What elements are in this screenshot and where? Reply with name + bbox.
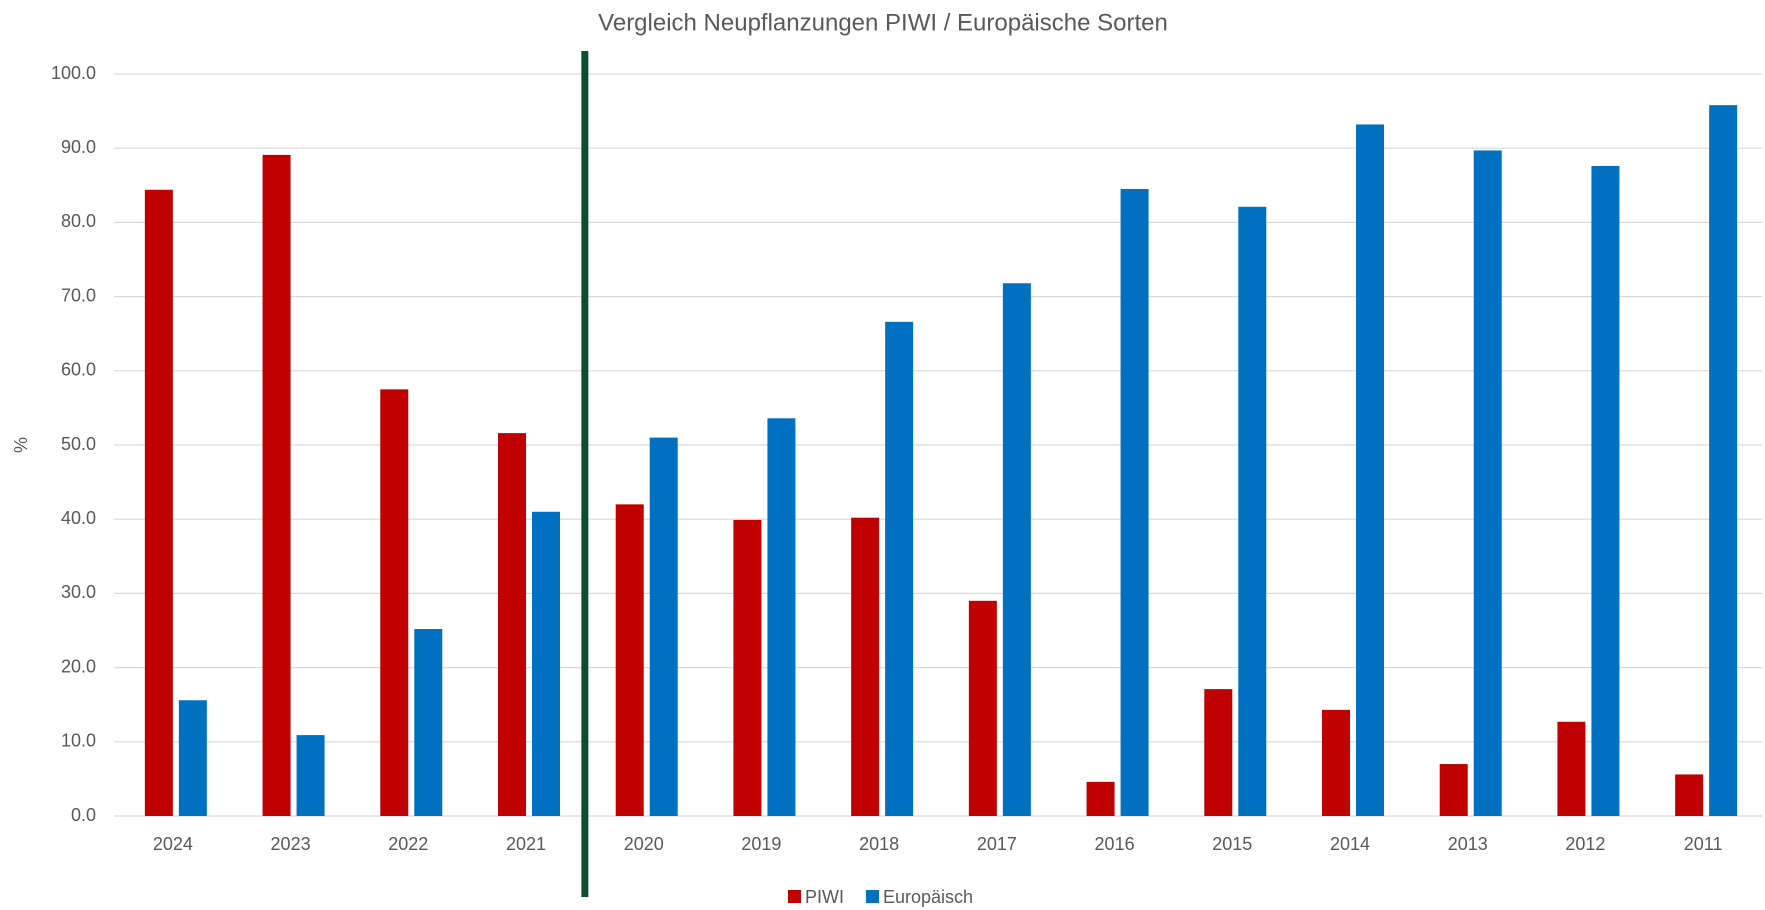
bar [532, 511, 560, 816]
bar [968, 600, 997, 816]
y-tick-label: 70.0 [61, 285, 96, 305]
y-tick-label: 10.0 [61, 731, 96, 751]
bar [380, 389, 409, 816]
y-tick-label: 100.0 [51, 63, 96, 83]
x-tick-label: 2017 [977, 834, 1017, 854]
x-tick-label: 2024 [153, 834, 193, 854]
x-tick-label: 2013 [1448, 834, 1488, 854]
y-tick-label: 90.0 [61, 137, 96, 157]
bar [733, 519, 762, 816]
bar [144, 189, 173, 816]
x-tick-label: 2020 [624, 834, 664, 854]
y-tick-label: 80.0 [61, 211, 96, 231]
bar [885, 321, 914, 816]
bar [414, 629, 443, 816]
bar [1238, 206, 1267, 816]
bar [178, 700, 207, 816]
y-tick-label: 30.0 [61, 582, 96, 602]
x-tick-label: 2012 [1565, 834, 1605, 854]
bar [1709, 105, 1738, 816]
x-tick-label: 2011 [1684, 834, 1723, 854]
legend-label: PIWI [805, 887, 844, 907]
x-tick-label: 2021 [506, 834, 546, 854]
bar [296, 735, 325, 816]
bar [498, 433, 526, 816]
bar [1591, 166, 1620, 816]
bar [1120, 189, 1149, 816]
y-tick-label: 50.0 [61, 434, 96, 454]
x-tick-label: 2019 [741, 834, 781, 854]
y-axis-label: % [11, 437, 31, 453]
y-tick-label: 0.0 [71, 805, 96, 825]
x-tick-label: 2022 [388, 834, 428, 854]
chart-title: Vergleich Neupflanzungen PIWI / Europäis… [598, 9, 1168, 36]
legend-label: Europäisch [883, 887, 973, 907]
bar [851, 517, 880, 816]
bar [1439, 764, 1468, 816]
legend-swatch [788, 890, 801, 903]
bar [1473, 150, 1502, 816]
bar [1557, 721, 1586, 816]
bar [1356, 124, 1384, 817]
bar [1322, 709, 1350, 816]
x-tick-label: 2014 [1330, 834, 1370, 854]
bar [1675, 774, 1704, 816]
x-tick-label: 2016 [1095, 834, 1135, 854]
y-tick-label: 20.0 [61, 656, 96, 676]
bar [615, 504, 644, 816]
y-tick-label: 60.0 [61, 360, 96, 380]
bar [262, 154, 291, 817]
x-tick-label: 2023 [271, 834, 311, 854]
legend-swatch [866, 890, 879, 903]
bar [1204, 689, 1233, 816]
y-tick-label: 40.0 [61, 508, 96, 528]
x-tick-label: 2018 [859, 834, 899, 854]
bar [649, 437, 678, 816]
bar [1086, 781, 1115, 816]
bar [767, 418, 796, 816]
x-tick-label: 2015 [1212, 834, 1252, 854]
bar [1002, 283, 1031, 816]
